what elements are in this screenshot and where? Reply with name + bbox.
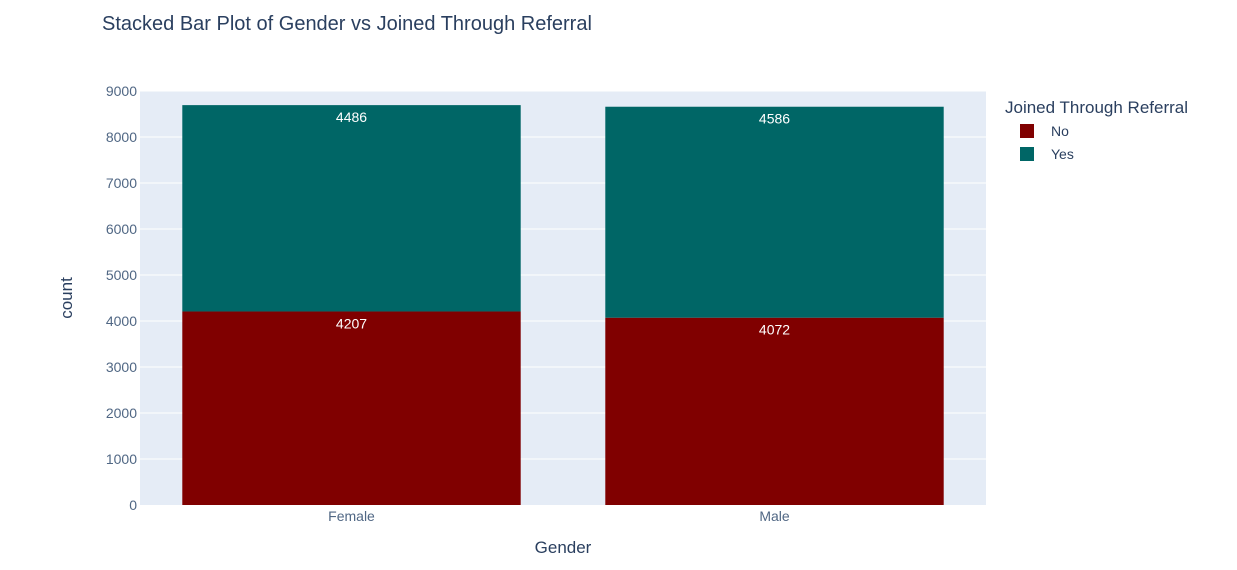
bars: [182, 105, 944, 505]
y-axis-ticks: 0 1000 2000 3000 4000 5000 6000 7000 8000 9000: [106, 83, 137, 513]
bar-labels: 4207 4486 4072 4586: [336, 109, 790, 338]
legend-swatch-yes: [1020, 147, 1034, 161]
y-tick-label: 2000: [106, 405, 137, 421]
bar-value-label: 4486: [336, 109, 367, 125]
legend-label-yes: Yes: [1051, 146, 1074, 162]
bar-yes-male: [605, 106, 944, 318]
x-tick-label: Male: [759, 508, 790, 524]
bar-value-label: 4586: [759, 111, 790, 127]
y-tick-label: 8000: [106, 129, 137, 145]
y-tick-label: 1000: [106, 451, 137, 467]
bar-no-male: [605, 317, 944, 505]
y-tick-label: 4000: [106, 313, 137, 329]
x-tick-label: Female: [328, 508, 375, 524]
legend-label-no: No: [1051, 123, 1069, 139]
y-axis-title: count: [57, 277, 76, 319]
legend-title: Joined Through Referral: [1005, 98, 1188, 117]
chart-title: Stacked Bar Plot of Gender vs Joined Thr…: [102, 13, 592, 35]
legend-swatch-no: [1020, 124, 1034, 138]
bar-no-female: [182, 311, 521, 505]
bar-value-label: 4072: [759, 322, 790, 338]
x-axis-ticks: Female Male: [328, 508, 790, 524]
y-tick-label: 5000: [106, 267, 137, 283]
y-tick-label: 3000: [106, 359, 137, 375]
y-tick-label: 0: [129, 497, 137, 513]
y-tick-label: 9000: [106, 83, 137, 99]
y-tick-label: 7000: [106, 175, 137, 191]
y-tick-label: 6000: [106, 221, 137, 237]
bar-yes-female: [182, 105, 521, 312]
bar-value-label: 4207: [336, 315, 367, 331]
legend: Joined Through Referral No Yes: [1005, 98, 1188, 162]
x-axis-title: Gender: [535, 538, 592, 557]
